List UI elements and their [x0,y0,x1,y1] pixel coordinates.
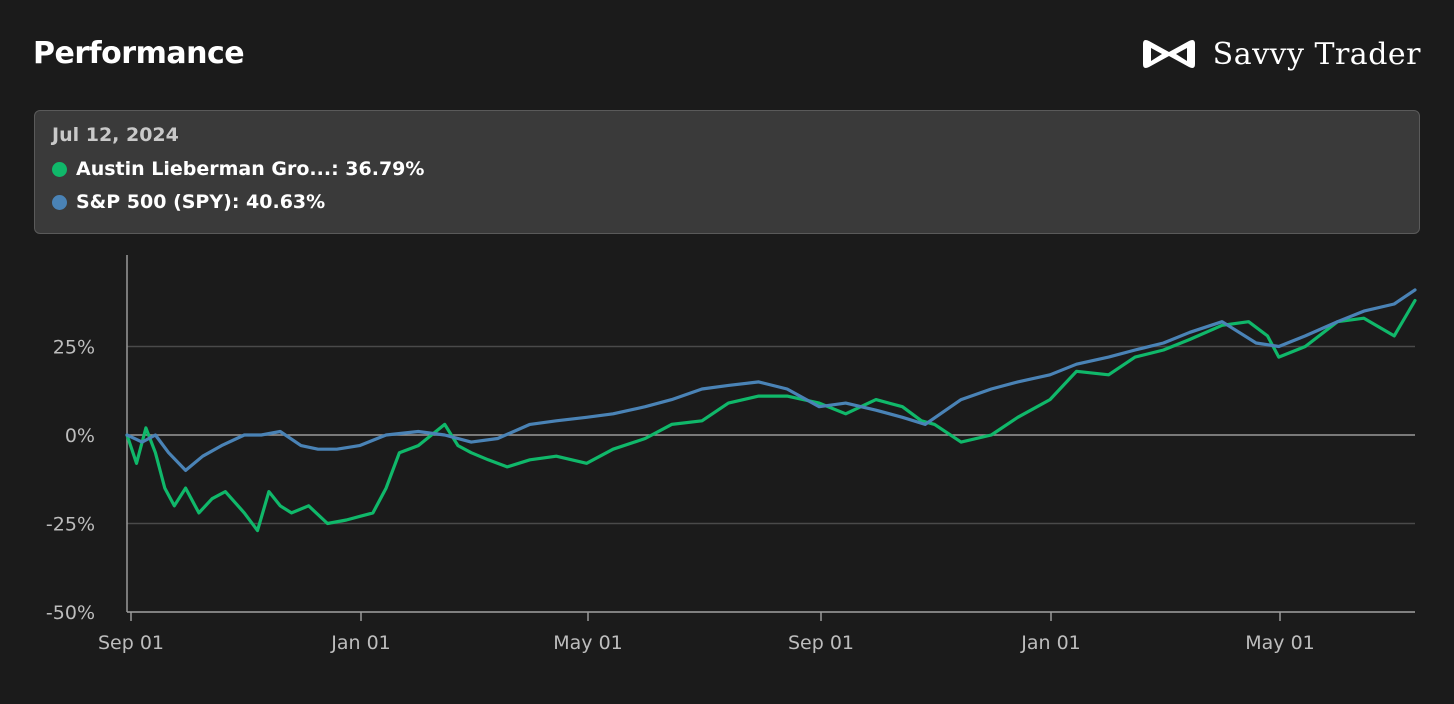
benchmark-dot-icon [52,194,67,210]
benchmark-series-line [125,288,1417,472]
y-tick-label: 0% [65,425,95,447]
tooltip-benchmark-value: 40.63% [246,191,326,213]
x-tick-label: May 01 [553,632,623,654]
brand[interactable]: Savvy Trader [1139,34,1421,74]
y-tick-label: -50% [46,602,95,624]
y-tick-label: -25% [46,514,95,536]
tooltip-benchmark-label: S&P 500 (SPY) [76,191,232,213]
tooltip-row-portfolio: Austin Lieberman Gro...: 36.79% [52,158,1402,180]
brand-name: Savvy Trader [1212,36,1421,72]
x-tick-label: Jan 01 [1020,632,1081,654]
tooltip-portfolio-value: 36.79% [345,158,425,180]
y-tick-label: 25% [53,337,95,359]
x-tick-label: Jan 01 [330,632,391,654]
chart-tooltip: Jul 12, 2024 Austin Lieberman Gro...: 36… [34,110,1420,234]
portfolio-dot-icon [52,161,67,177]
tooltip-portfolio-label: Austin Lieberman Gro... [76,158,332,180]
x-tick-label: Sep 01 [788,632,854,654]
portfolio-series-line [125,298,1417,533]
savvy-trader-logo-icon [1142,40,1195,68]
page-title: Performance [33,36,245,71]
tooltip-row-benchmark: S&P 500 (SPY): 40.63% [52,191,1402,213]
x-tick-label: Sep 01 [98,632,164,654]
tooltip-date: Jul 12, 2024 [52,124,179,146]
x-tick-label: May 01 [1245,632,1315,654]
